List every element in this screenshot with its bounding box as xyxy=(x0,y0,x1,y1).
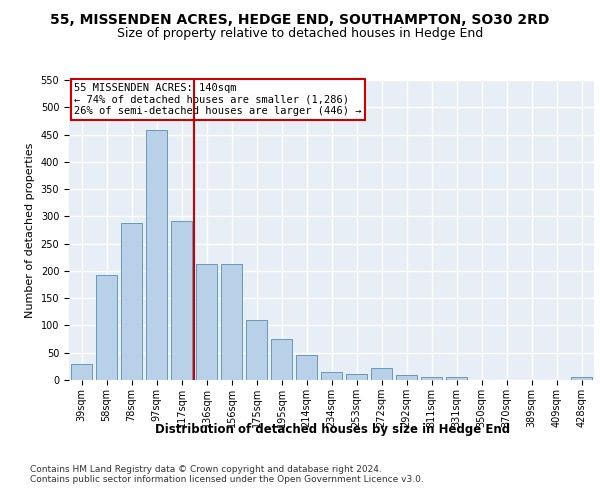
Bar xyxy=(271,339,292,380)
Bar xyxy=(571,378,592,380)
Bar xyxy=(246,320,267,380)
Bar xyxy=(96,276,117,380)
Bar xyxy=(171,222,192,380)
Bar xyxy=(71,364,92,380)
Text: Contains HM Land Registry data © Crown copyright and database right 2024.
Contai: Contains HM Land Registry data © Crown c… xyxy=(30,465,424,484)
Y-axis label: Number of detached properties: Number of detached properties xyxy=(25,142,35,318)
Bar xyxy=(121,224,142,380)
Text: Size of property relative to detached houses in Hedge End: Size of property relative to detached ho… xyxy=(117,28,483,40)
Text: 55 MISSENDEN ACRES: 140sqm
← 74% of detached houses are smaller (1,286)
26% of s: 55 MISSENDEN ACRES: 140sqm ← 74% of deta… xyxy=(74,83,362,116)
Bar xyxy=(396,375,417,380)
Bar xyxy=(196,264,217,380)
Text: Distribution of detached houses by size in Hedge End: Distribution of detached houses by size … xyxy=(155,422,511,436)
Bar xyxy=(371,368,392,380)
Bar xyxy=(296,355,317,380)
Text: 55, MISSENDEN ACRES, HEDGE END, SOUTHAMPTON, SO30 2RD: 55, MISSENDEN ACRES, HEDGE END, SOUTHAMP… xyxy=(50,12,550,26)
Bar xyxy=(146,130,167,380)
Bar xyxy=(446,378,467,380)
Bar xyxy=(221,264,242,380)
Bar xyxy=(346,374,367,380)
Bar xyxy=(321,372,342,380)
Bar xyxy=(421,378,442,380)
